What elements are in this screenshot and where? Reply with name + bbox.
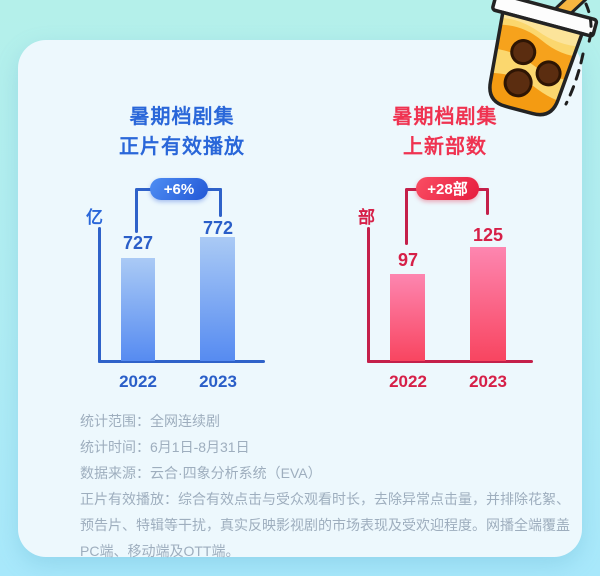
- footnote-source: 数据来源：云合·四象分析系统（EVA）: [80, 465, 322, 481]
- footnote-period: 统计时间：6月1日-8月31日: [80, 439, 250, 455]
- infographic-card: 暑期档剧集 正片有效播放 +6% 亿 727 772 2022 2023 暑期档…: [18, 40, 582, 559]
- category-label: 2022: [119, 372, 157, 391]
- growth-bracket-stem: [486, 188, 489, 215]
- value-label: 125: [472, 225, 504, 245]
- chart-new-releases-title-line2: 上新部数: [403, 136, 487, 158]
- footnote-scope: 统计范围：全网连续剧: [80, 413, 220, 429]
- category-label: 2023: [469, 372, 507, 391]
- chart-playback-title: 暑期档剧集 正片有效播放: [76, 102, 288, 162]
- bar-2023: [470, 247, 506, 361]
- bar-2022: [121, 258, 155, 361]
- growth-bracket-stem: [135, 188, 138, 233]
- y-axis: [98, 227, 101, 363]
- chart-new-releases-title-line1: 暑期档剧集: [392, 106, 498, 128]
- chart-playback-title-line1: 暑期档剧集: [129, 106, 235, 128]
- chart-playback-title-line2: 正片有效播放: [119, 136, 245, 158]
- x-axis: [98, 360, 265, 363]
- bar-2023: [200, 237, 235, 361]
- footnotes: 统计范围：全网连续剧 统计时间：6月1日-8月31日 数据来源：云合·四象分析系…: [80, 408, 574, 564]
- motion-dash-icon: [584, 2, 593, 47]
- footnote-definition: 正片有效播放：综合有效点击与受众观看时长，去除异常点击量，并排除花絮、预告片、特…: [80, 491, 570, 559]
- growth-badge: +6%: [150, 178, 208, 200]
- chart-new-releases-title: 暑期档剧集 上新部数: [364, 102, 526, 162]
- value-label: 97: [397, 250, 419, 270]
- motion-dash-icon: [564, 52, 585, 106]
- bar-2022: [390, 274, 425, 361]
- y-axis: [367, 227, 370, 363]
- category-label: 2022: [389, 372, 427, 391]
- growth-badge: +28部: [416, 177, 479, 200]
- bubble-tea-icon: [479, 0, 599, 121]
- growth-bracket-stem: [219, 188, 222, 217]
- category-label: 2023: [199, 372, 237, 391]
- value-label: 727: [122, 233, 154, 253]
- x-axis: [367, 360, 533, 363]
- growth-bracket-stem: [405, 188, 408, 245]
- y-axis-unit: 部: [358, 208, 375, 227]
- y-axis-unit: 亿: [86, 208, 103, 227]
- value-label: 772: [202, 218, 234, 238]
